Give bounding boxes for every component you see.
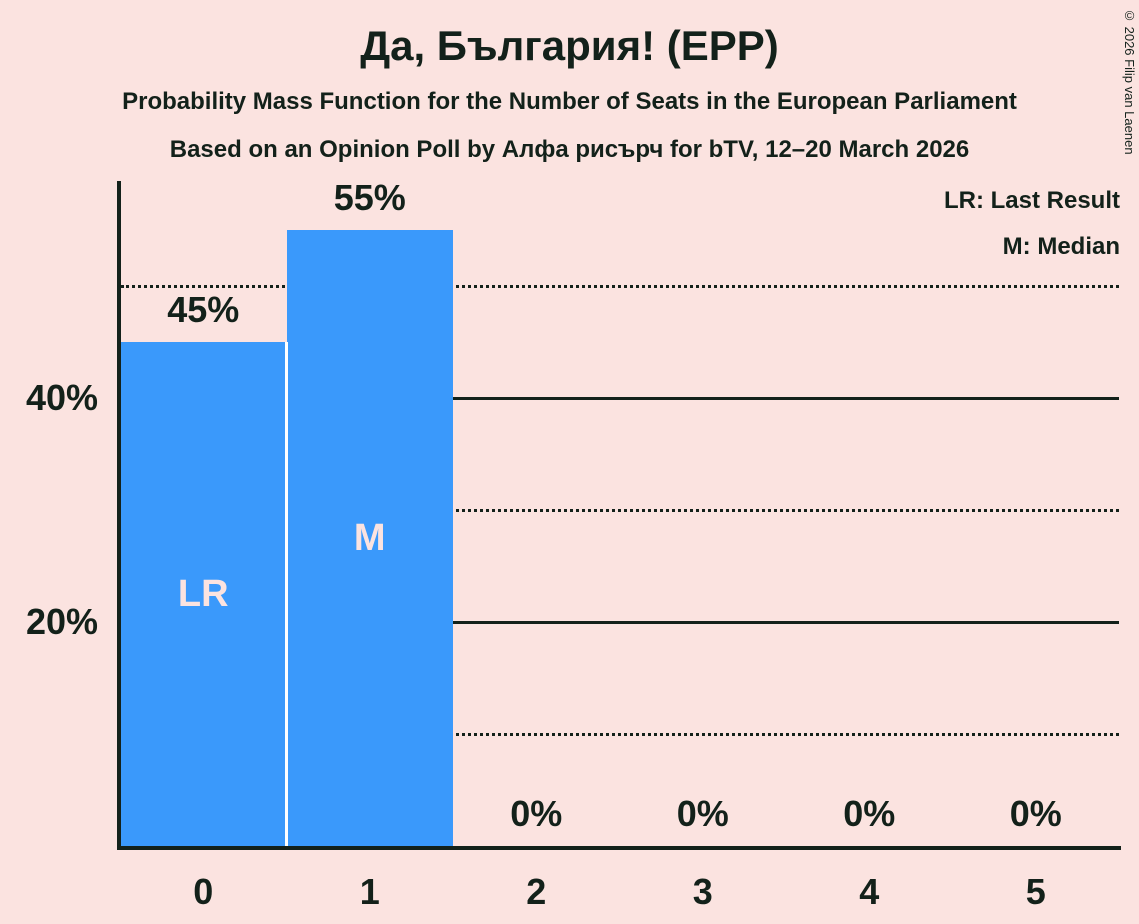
- chart-source-line: Based on an Opinion Poll by Алфа рисърч …: [169, 136, 970, 163]
- chart-title: Да, България! (EPP): [360, 22, 779, 69]
- bar-seats-0: [120, 342, 287, 846]
- x-tick-label-3: 3: [692, 871, 713, 912]
- value-label-seats-0: 45%: [167, 289, 240, 330]
- bar-annotation-lr: LR: [177, 573, 229, 615]
- gridline-10pct: [121, 732, 1119, 736]
- value-label-seats-1: 55%: [333, 177, 406, 218]
- legend-median: M: Median: [1002, 233, 1120, 260]
- value-label-seats-3: 0%: [676, 793, 729, 834]
- copyright-notice: © 2026 Filip van Laenen: [1122, 8, 1137, 155]
- gridline-50pct: [121, 284, 1119, 288]
- bar-seats-1: [286, 230, 453, 846]
- bar-divider: [285, 342, 288, 846]
- value-label-seats-5: 0%: [1009, 793, 1062, 834]
- x-tick-label-1: 1: [359, 871, 380, 912]
- y-tick-label-40pct: 40%: [25, 377, 98, 418]
- x-axis-line: [117, 846, 1121, 850]
- x-tick-label-5: 5: [1025, 871, 1046, 912]
- value-label-seats-2: 0%: [510, 793, 563, 834]
- value-label-seats-4: 0%: [843, 793, 896, 834]
- y-tick-label-20pct: 20%: [25, 601, 98, 642]
- x-tick-label-0: 0: [193, 871, 214, 912]
- gridline-40pct: [121, 396, 1119, 400]
- x-tick-label-2: 2: [526, 871, 547, 912]
- y-axis-line: [117, 181, 121, 850]
- legend: LR: Last Result M: Median: [944, 178, 1120, 270]
- legend-last-result: LR: Last Result: [943, 187, 1120, 214]
- gridline-20pct: [121, 620, 1119, 624]
- bar-annotation-m: M: [353, 517, 386, 559]
- x-tick-label-4: 4: [859, 871, 880, 912]
- chart-subtitle: Probability Mass Function for the Number…: [122, 88, 1017, 115]
- gridline-30pct: [121, 508, 1119, 512]
